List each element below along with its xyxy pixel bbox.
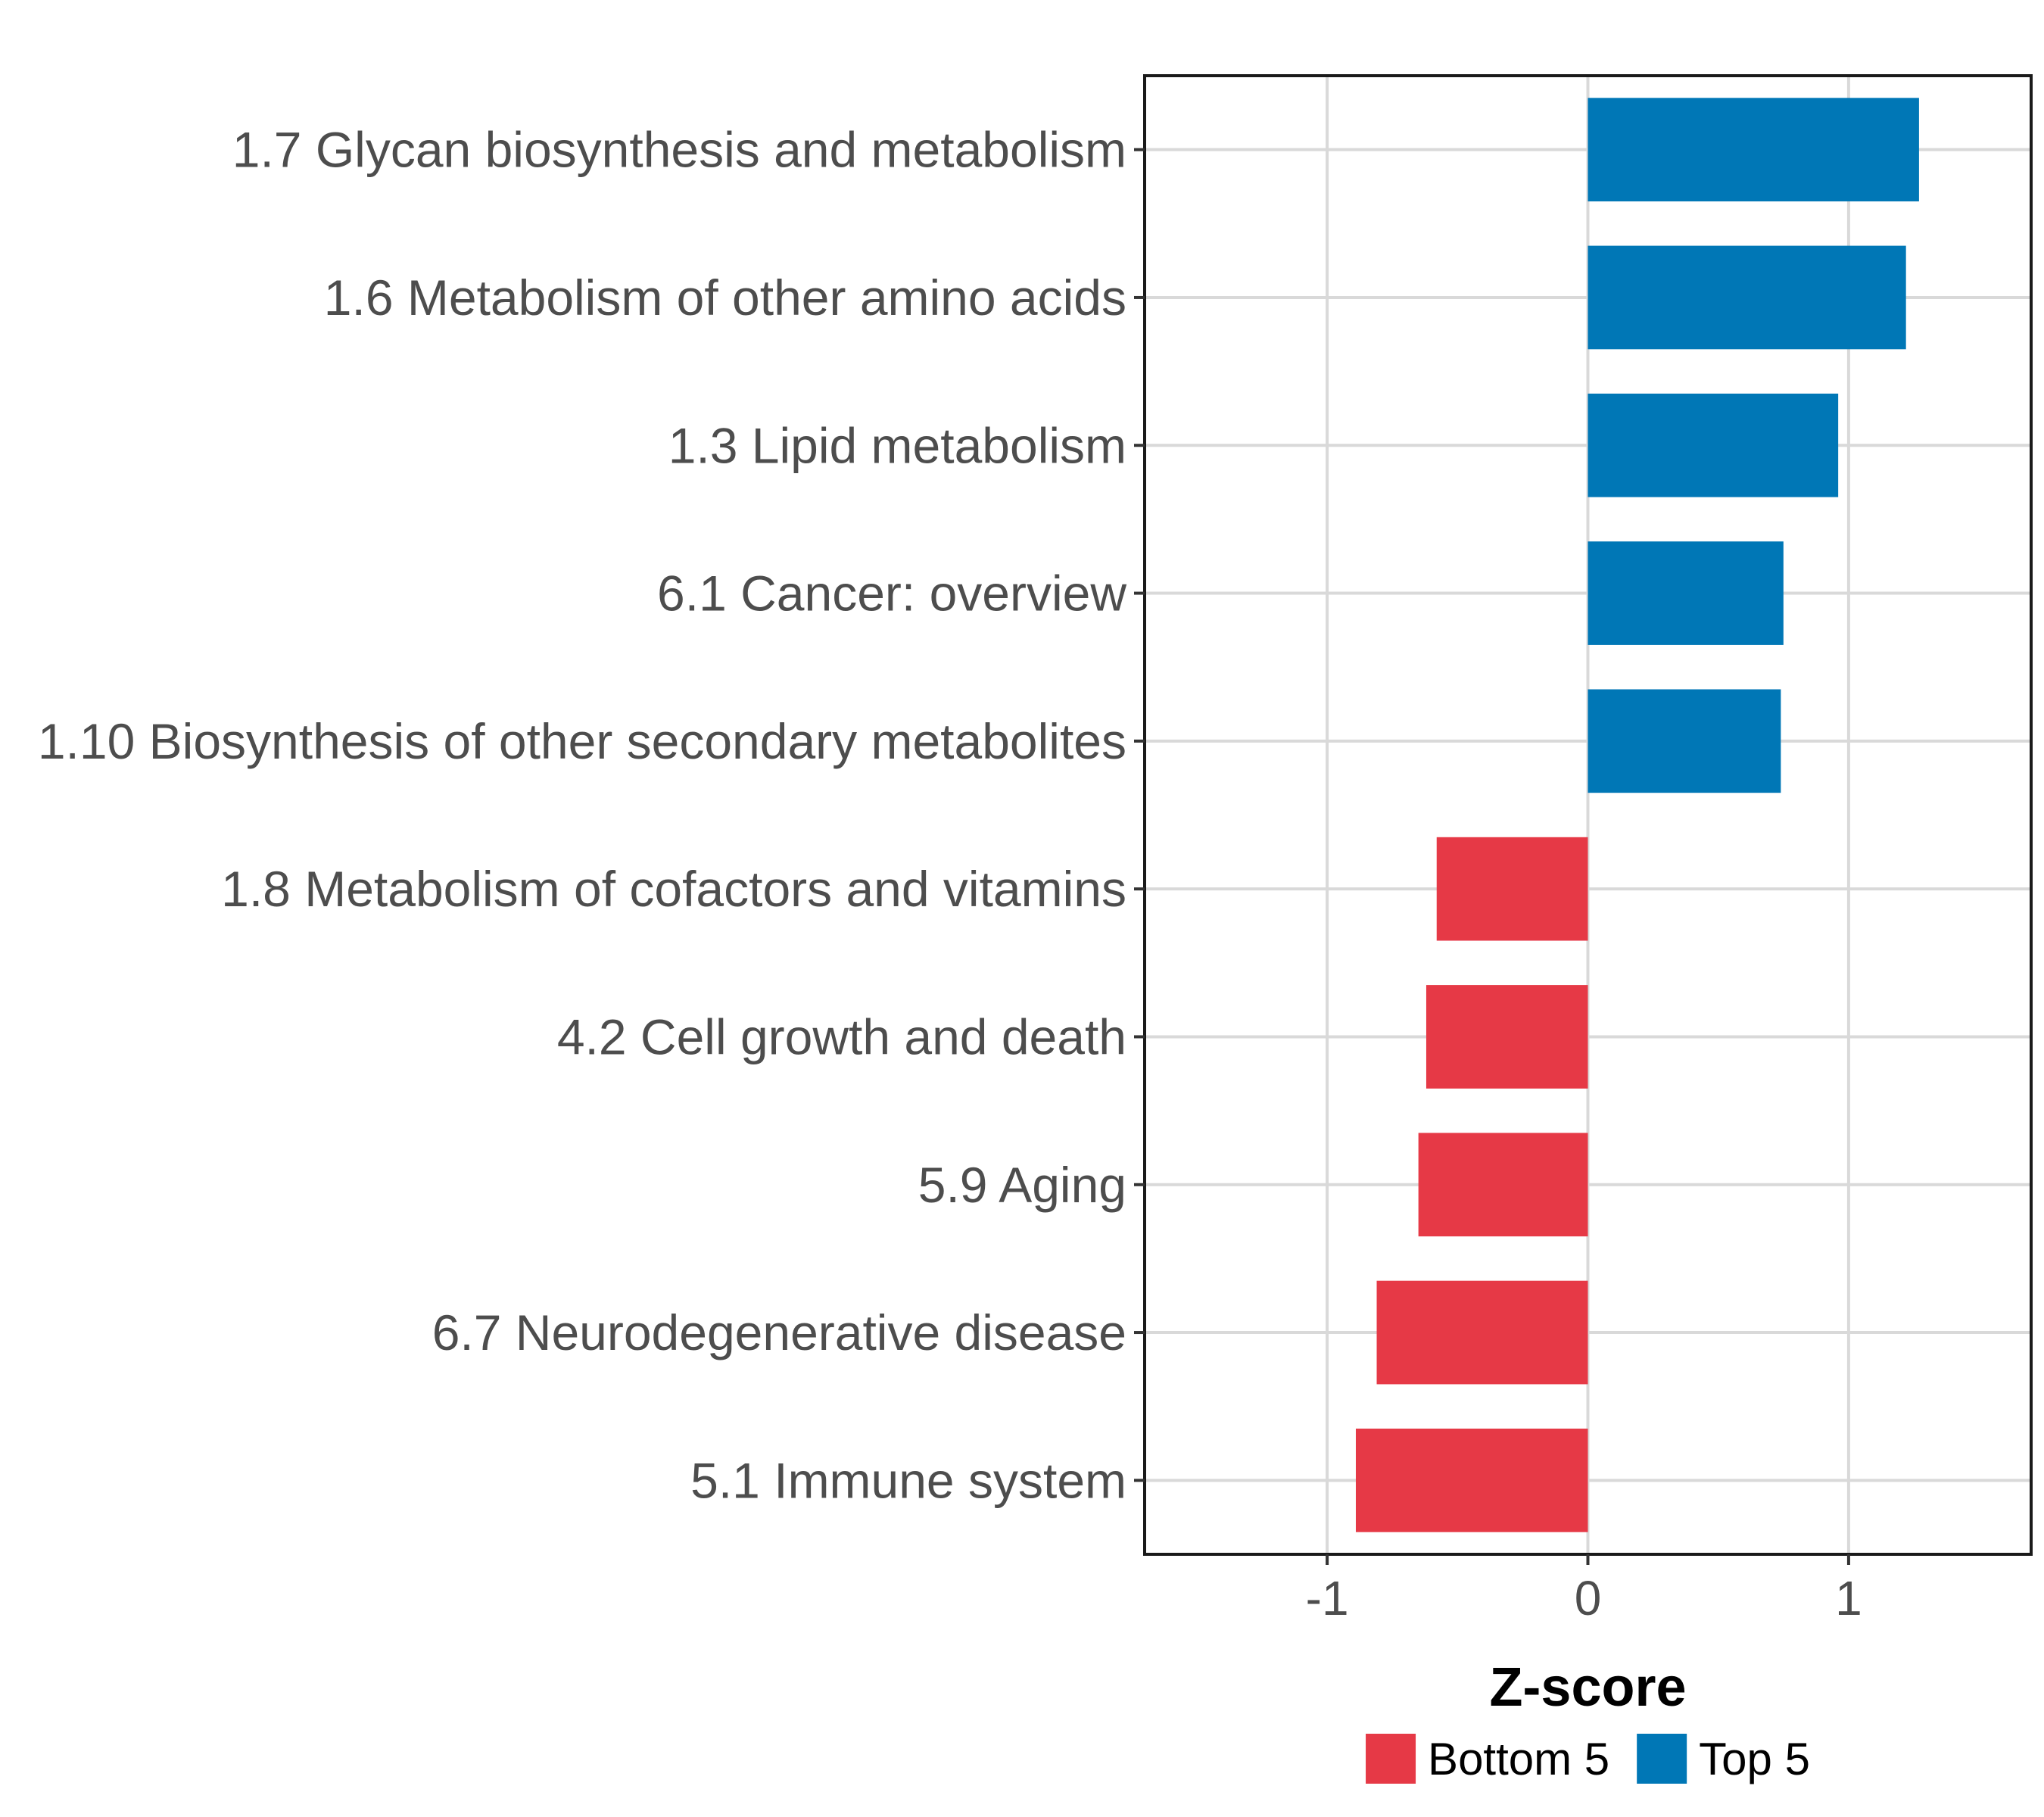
bar	[1418, 1133, 1588, 1237]
category-label: 1.3 Lipid metabolism	[668, 417, 1126, 473]
legend-swatch	[1366, 1734, 1416, 1784]
bar	[1355, 1428, 1588, 1532]
bar	[1588, 541, 1784, 645]
category-label: 1.7 Glycan biosynthesis and metabolism	[232, 122, 1126, 178]
bars	[1355, 98, 1919, 1532]
bar	[1376, 1280, 1588, 1385]
category-label: 1.6 Metabolism of other amino acids	[324, 270, 1126, 326]
legend-label: Bottom 5	[1428, 1734, 1609, 1784]
category-label: 1.10 Biosynthesis of other secondary met…	[38, 713, 1126, 769]
category-label: 5.9 Aging	[918, 1157, 1126, 1213]
bar	[1426, 985, 1588, 1089]
x-axis-title: Z-score	[1489, 1657, 1686, 1718]
bar	[1588, 98, 1919, 202]
x-axis-ticks: -1 0 1	[1306, 1554, 1862, 1625]
bar	[1588, 245, 1906, 350]
legend-label: Top 5	[1699, 1734, 1810, 1784]
x-tick-label: 1	[1835, 1571, 1862, 1625]
category-label: 4.2 Cell growth and death	[557, 1008, 1126, 1064]
bar	[1588, 689, 1781, 793]
x-tick-label: -1	[1306, 1571, 1349, 1625]
category-label: 5.1 Immune system	[690, 1452, 1126, 1508]
bar	[1436, 837, 1588, 941]
legend: Bottom 5 Top 5	[1366, 1734, 1810, 1784]
bar	[1588, 393, 1839, 497]
y-axis-ticks: 1.7 Glycan biosynthesis and metabolism 1.…	[38, 122, 1145, 1508]
category-label: 6.7 Neurodegenerative disease	[432, 1304, 1126, 1360]
x-tick-label: 0	[1575, 1571, 1602, 1625]
category-label: 6.1 Cancer: overview	[657, 566, 1126, 622]
legend-swatch	[1637, 1734, 1687, 1784]
category-label: 1.8 Metabolism of cofactors and vitamins	[221, 861, 1126, 917]
